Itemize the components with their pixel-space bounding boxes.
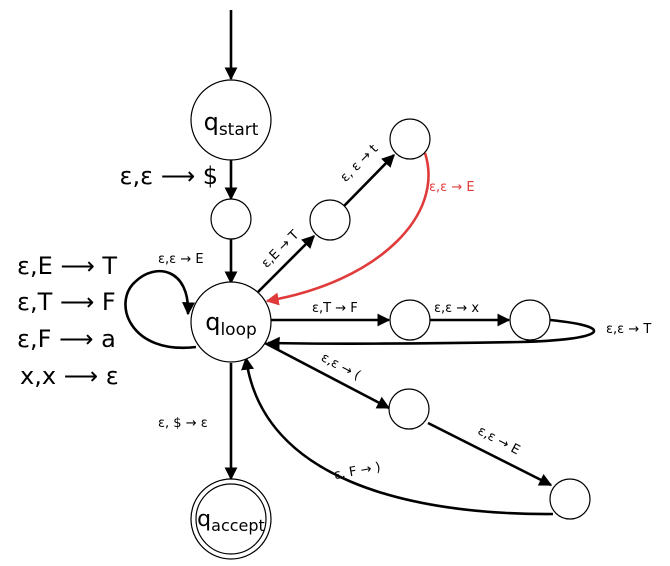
self-loop-rule: x,x ⟶ ε (20, 362, 119, 390)
label-e-to-f: ε,ε → E (475, 424, 522, 459)
label-c-to-d: ε,ε → x (434, 301, 479, 316)
label-mid-to-loop: ε,ε → E (158, 252, 204, 267)
state-e (388, 388, 430, 430)
edge-loop-to-e (262, 340, 391, 410)
self-loop-rules: ε,E ⟶ T ε,T ⟶ F ε,F ⟶ a x,x ⟶ ε (17, 252, 119, 390)
label-loop-to-accept: ε, $ → ε (158, 416, 208, 431)
self-loop-edge (124, 269, 197, 350)
edge-loop-to-a (257, 235, 315, 293)
state-mid (210, 198, 252, 240)
state-f (549, 478, 591, 520)
state-a (309, 199, 351, 241)
self-loop-rule: ε,E ⟶ T (17, 252, 117, 280)
state-accept: qaccept (190, 478, 272, 560)
edge-d-to-loop (266, 318, 596, 350)
svg-text:qstart: qstart (204, 108, 259, 140)
label-start-to-mid: ε,ε ⟶ $ (119, 162, 218, 190)
svg-text:qloop: qloop (205, 308, 257, 340)
label-f-to-loop: ε, F → ) (333, 460, 382, 483)
edge-b-to-loop (265, 152, 430, 306)
self-loop-rule: ε,F ⟶ a (17, 325, 116, 353)
state-loop: qloop (190, 281, 272, 363)
edge-f-to-loop (241, 356, 554, 516)
label-loop-to-a: ε,E → T (259, 228, 303, 272)
edge-a-to-b (343, 154, 395, 207)
label-b-to-loop: ε,ε → E (429, 180, 475, 195)
edge-e-to-f (427, 421, 553, 487)
state-d (509, 299, 551, 341)
label-loop-to-c: ε,T → F (312, 301, 358, 316)
state-b (389, 118, 431, 160)
label-d-to-loop: ε,ε → T (606, 322, 651, 337)
self-loop-rule: ε,T ⟶ F (17, 288, 116, 316)
label-a-to-b: ε, ε → t (338, 142, 382, 186)
svg-text:qaccept: qaccept (197, 507, 265, 535)
label-loop-to-e: ε,ε → ( (318, 350, 362, 383)
state-start: qstart (190, 79, 272, 161)
state-c (389, 299, 431, 341)
